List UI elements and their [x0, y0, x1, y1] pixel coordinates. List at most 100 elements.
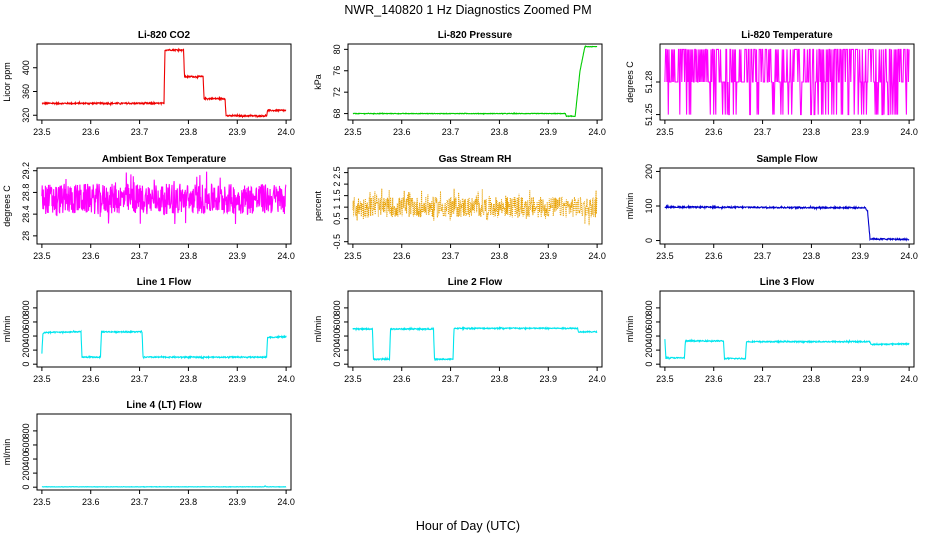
plot-frame: [36, 290, 292, 368]
x-tick-label: 23.6: [82, 374, 100, 384]
y-tick-label: 1: [332, 205, 342, 210]
y-tick-label: 800: [21, 300, 31, 315]
chart-title: Ambient Box Temperature: [102, 154, 227, 165]
x-tick-label: 23.5: [33, 497, 51, 507]
x-tick-label: 23.8: [803, 374, 821, 384]
y-tick-label: 800: [644, 300, 654, 315]
x-tick-label: 23.5: [344, 127, 362, 137]
series-line: [352, 188, 598, 226]
x-tick-label: 23.6: [393, 127, 411, 137]
x-tick-label: 23.9: [852, 127, 870, 137]
y-tick-label: 0: [332, 362, 342, 367]
x-tick-label: 23.6: [82, 127, 100, 137]
y-tick-label: 29.2: [21, 162, 31, 180]
panel-grid: Li-820 CO2 Licor ppm 320 360 400 23.5 23.6 23.7…: [2, 30, 918, 507]
y-tick-label: 600: [644, 314, 654, 329]
y-tick-label: 80: [332, 44, 342, 54]
y-tick-label: 0.5: [332, 212, 342, 225]
y-tick-label: 28: [21, 231, 31, 241]
x-tick-label: 23.9: [852, 251, 870, 261]
x-tick-label: 23.6: [393, 251, 411, 261]
y-axis-label: ml/min: [625, 193, 635, 220]
x-tick-label: 24.0: [277, 127, 295, 137]
x-tick-label: 23.7: [442, 374, 460, 384]
chart-title: Li-820 CO2: [138, 30, 191, 41]
chart-title: Line 1 Flow: [137, 277, 192, 288]
series-line: [41, 47, 287, 119]
x-tick-label: 23.6: [705, 374, 723, 384]
x-tick-label: 23.8: [803, 251, 821, 261]
y-axis-label: percent: [313, 190, 323, 221]
chart-title: Li-820 Temperature: [741, 30, 833, 41]
x-tick-label: 23.7: [131, 251, 149, 261]
x-tick-label: 23.8: [180, 251, 198, 261]
x-tick-label: 23.8: [180, 374, 198, 384]
y-tick-label: 400: [21, 60, 31, 75]
y-tick-label: 2.5: [332, 166, 342, 179]
chart-title: Line 3 Flow: [760, 277, 815, 288]
chart-title: Gas Stream RH: [439, 154, 512, 165]
y-tick-label: 100: [644, 198, 654, 213]
y-tick-label: 51.28: [644, 71, 654, 94]
x-tick-label: 23.7: [131, 374, 149, 384]
y-tick-label: 200: [644, 164, 654, 179]
x-tick-label: 24.0: [900, 251, 918, 261]
x-tick-label: 23.7: [754, 374, 772, 384]
y-axis-label: ml/min: [625, 316, 635, 343]
y-axis-label: degrees C: [2, 185, 12, 227]
y-tick-label: 320: [21, 108, 31, 123]
x-tick-label: 23.7: [442, 127, 460, 137]
y-axis-label: Licor ppm: [2, 62, 12, 102]
series-line: [352, 325, 598, 362]
chart-title: Sample Flow: [756, 154, 817, 165]
plot-frame: [347, 167, 603, 245]
y-tick-label: 600: [21, 314, 31, 329]
y-tick-label: 28.4: [21, 205, 31, 223]
x-tick-label: 23.9: [229, 127, 247, 137]
x-tick-label: 23.8: [491, 374, 509, 384]
x-tick-label: 23.9: [229, 251, 247, 261]
chart-panel: Li-820 Pressure kPa 68 72 76 80 23.5 23.6 23.7 23…: [313, 30, 606, 137]
y-tick-label: 72: [332, 87, 342, 97]
chart-panel: Ambient Box Temperature degrees C 28 28.4 28…: [2, 154, 295, 261]
x-tick-label: 23.7: [754, 251, 772, 261]
y-tick-label: 400: [644, 329, 654, 344]
y-tick-label: 68: [332, 109, 342, 119]
x-tick-label: 23.6: [82, 497, 100, 507]
x-tick-label: 23.9: [540, 374, 558, 384]
x-tick-label: 23.8: [180, 127, 198, 137]
figure-x-axis-label: Hour of Day (UTC): [416, 519, 520, 533]
x-tick-label: 23.8: [491, 127, 509, 137]
x-tick-label: 23.6: [705, 127, 723, 137]
y-tick-label: 600: [332, 314, 342, 329]
x-tick-label: 23.6: [705, 251, 723, 261]
series-line: [664, 203, 910, 242]
series-line: [41, 171, 287, 225]
plot-frame: [347, 43, 603, 121]
y-tick-label: 600: [21, 437, 31, 452]
x-tick-label: 23.9: [229, 497, 247, 507]
chart-panel: Gas Stream RH percent -0.5 0.5 1 1.5 2 2.5 23.5 2…: [313, 154, 606, 261]
x-tick-label: 23.8: [491, 251, 509, 261]
y-axis-label: ml/min: [2, 316, 12, 343]
x-tick-label: 23.7: [131, 127, 149, 137]
series-line: [41, 329, 287, 360]
x-tick-label: 23.9: [540, 251, 558, 261]
y-tick-label: 400: [21, 329, 31, 344]
chart-panel: Li-820 CO2 Licor ppm 320 360 400 23.5 23.6 23.7…: [2, 30, 295, 137]
chart-title: Line 4 (LT) Flow: [126, 400, 202, 411]
plot-frame: [659, 290, 915, 368]
x-tick-label: 23.9: [540, 127, 558, 137]
x-tick-label: 24.0: [588, 127, 606, 137]
chart-title: Li-820 Pressure: [438, 30, 513, 41]
x-tick-label: 23.5: [33, 374, 51, 384]
x-tick-label: 23.5: [656, 374, 674, 384]
plot-frame: [659, 167, 915, 245]
y-tick-label: 400: [332, 329, 342, 344]
y-tick-label: 200: [21, 343, 31, 358]
x-tick-label: 24.0: [588, 251, 606, 261]
x-tick-label: 23.9: [229, 374, 247, 384]
